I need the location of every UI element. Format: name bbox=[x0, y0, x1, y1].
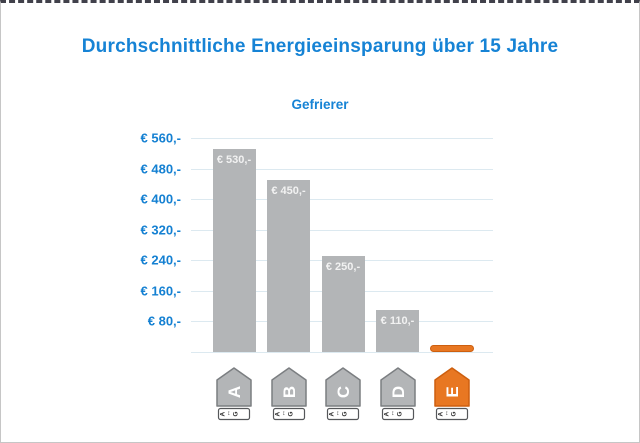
tag-scale-strip bbox=[326, 407, 360, 421]
bar-A bbox=[212, 149, 256, 352]
y-tick-label: € 160,- bbox=[140, 283, 181, 299]
tag-letter: E bbox=[443, 386, 462, 397]
tag-scale-text: A↔G bbox=[328, 409, 348, 417]
tag-letter: C bbox=[334, 386, 353, 398]
tag-scale-text: A↔G bbox=[274, 409, 294, 417]
tag-letter: B bbox=[279, 386, 298, 398]
chart-title: Durchschnittliche Energieeinsparung über… bbox=[81, 36, 559, 57]
tag-arrow-shape bbox=[216, 367, 252, 407]
tag-arrow-shape bbox=[325, 367, 361, 407]
y-tick-label: € 80,- bbox=[147, 313, 181, 329]
y-tick-label: € 400,- bbox=[140, 191, 181, 207]
gridline-560 bbox=[191, 138, 493, 139]
tag-scale-strip bbox=[272, 407, 305, 421]
energy-class-tag-E: E A↔G bbox=[434, 366, 470, 421]
tag-scale-strip bbox=[435, 407, 469, 421]
bar-value-label-D: € 110,- bbox=[380, 314, 415, 327]
tag-arrow-shape bbox=[379, 367, 416, 407]
gridline-320 bbox=[191, 229, 493, 231]
tag-arrow-shape bbox=[434, 367, 470, 407]
y-tick-label: € 240,- bbox=[140, 252, 181, 268]
gridline-0 bbox=[191, 352, 493, 353]
energy-tag-icon: B A↔G bbox=[270, 367, 307, 421]
energy-class-tag-D: D A↔G bbox=[379, 366, 416, 421]
energy-tag-icon: C A↔G bbox=[325, 367, 361, 421]
bar-value-label-C: € 250,- bbox=[325, 261, 361, 274]
tag-letter: A bbox=[225, 386, 244, 398]
energy-class-tag-B: B A↔G bbox=[270, 366, 307, 421]
chart-subtitle: Gefrierer bbox=[291, 97, 349, 112]
bar-B bbox=[267, 180, 310, 352]
tag-scale-text: A↔G bbox=[437, 409, 457, 417]
gridline-480 bbox=[191, 168, 493, 170]
gridline-400 bbox=[191, 199, 493, 201]
energy-class-tag-C: C A↔G bbox=[325, 366, 361, 421]
energy-tag-icon: E A↔G bbox=[434, 367, 470, 421]
tag-scale-strip bbox=[217, 407, 251, 421]
bar-C bbox=[321, 256, 365, 352]
energy-class-tag-A: A A↔G bbox=[216, 366, 252, 421]
y-tick-label: € 480,- bbox=[140, 161, 181, 177]
tag-arrow-shape bbox=[270, 367, 307, 407]
tag-scale-text: A↔G bbox=[219, 409, 239, 417]
bar-D bbox=[376, 309, 419, 352]
bar-E-highlight-pill bbox=[430, 345, 474, 352]
tag-letter: D bbox=[388, 386, 407, 398]
energy-tag-icon: A A↔G bbox=[216, 367, 252, 421]
tag-scale-strip bbox=[381, 407, 414, 421]
tag-scale-text: A↔G bbox=[383, 409, 403, 417]
y-tick-label: € 560,- bbox=[140, 130, 181, 146]
energy-tag-icon: D A↔G bbox=[379, 367, 416, 421]
bar-value-label-B: € 450,- bbox=[271, 185, 306, 198]
y-tick-label: € 320,- bbox=[140, 222, 181, 238]
bar-value-label-A: € 530,- bbox=[216, 154, 252, 167]
